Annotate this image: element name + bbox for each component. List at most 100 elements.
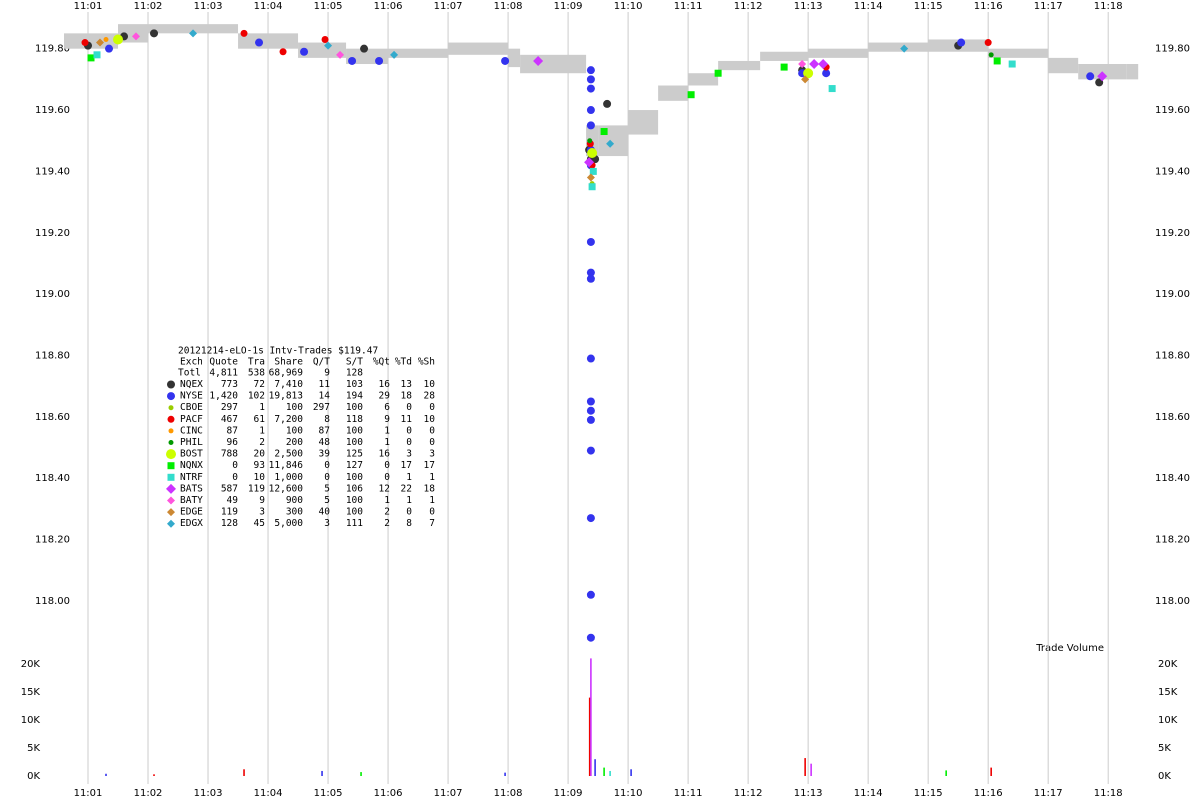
stats-cell: 788: [221, 449, 238, 460]
stats-cell: 7: [429, 518, 435, 529]
stats-cell: 128: [221, 518, 238, 529]
stats-cell: 111: [346, 518, 363, 529]
quote-band: [868, 42, 929, 52]
x-tick-label: 11:08: [494, 788, 523, 799]
y-tick-label: 119.80: [1155, 44, 1190, 55]
trade-point: [900, 44, 909, 53]
y-tick-label: 119.60: [35, 105, 70, 116]
y-tick-label: 118.80: [1155, 350, 1190, 361]
legend-label: NYSE: [180, 391, 203, 402]
stats-cell: 39: [319, 449, 331, 460]
stats-cell: 1: [384, 437, 390, 448]
legend-label: BOST: [180, 449, 203, 460]
trade-point: [798, 60, 807, 69]
stats-cell: 2,500: [274, 449, 303, 460]
stats-cell: 118: [346, 414, 363, 425]
stats-cell: 0: [324, 460, 330, 471]
quote-band: [520, 54, 569, 74]
quote-band: [448, 42, 509, 55]
y-tick-label: 119.20: [35, 228, 70, 239]
legend-marker: [167, 519, 175, 528]
trade-point: [300, 47, 309, 56]
quote-band: [88, 33, 119, 49]
legend-marker: [168, 428, 174, 434]
trade-point: [818, 59, 829, 70]
trade-point: [189, 29, 198, 38]
stats-header: %Sh: [418, 357, 435, 368]
stats-cell: 100: [286, 402, 303, 413]
stats-cell: 2: [259, 437, 265, 448]
stats-cell: 14: [319, 391, 331, 402]
legend-label: CBOE: [180, 402, 203, 413]
x-tick-label: 11:13: [794, 788, 823, 799]
volume-bar: [105, 773, 107, 776]
legend-label: EDGX: [180, 518, 203, 529]
stats-cell: 773: [221, 379, 238, 390]
volume-bar: [243, 769, 245, 776]
stats-total: 68,969: [269, 368, 304, 379]
stats-cell: 300: [286, 507, 303, 518]
stats-cell: 1,000: [274, 472, 303, 483]
stats-cell: 2: [384, 518, 390, 529]
quote-band: [808, 48, 869, 58]
stats-cell: 61: [254, 414, 266, 425]
stats-cell: 13: [401, 379, 412, 390]
y-tick-label: 118.00: [35, 596, 70, 607]
y-tick-label: 118.20: [35, 535, 70, 546]
quote-band: [658, 85, 689, 101]
x-tick-label: 11:14: [854, 788, 883, 799]
x-tick-label: 11:17: [1034, 1, 1063, 12]
trade-point: [584, 157, 595, 168]
trade-point: [105, 44, 114, 53]
legend-marker: [167, 392, 175, 401]
stats-cell: 9: [384, 414, 390, 425]
x-tick-label: 11:04: [254, 1, 283, 12]
stats-cell: 8: [406, 518, 412, 529]
stats-cell: 0: [384, 472, 390, 483]
stats-cell: 93: [254, 460, 265, 471]
trade-point: [93, 51, 101, 59]
stats-cell: 100: [346, 425, 363, 436]
stats-cell: 87: [227, 425, 238, 436]
quote-band: [688, 73, 719, 86]
stats-header: %Td: [395, 357, 412, 368]
trade-point: [96, 38, 105, 47]
trade-point: [586, 590, 595, 599]
volume-bar: [321, 770, 323, 776]
stats-cell: 49: [227, 495, 239, 506]
x-tick-label: 11:07: [434, 1, 463, 12]
stats-cell: 2: [384, 507, 390, 518]
stats-cell: 17: [401, 460, 412, 471]
trade-point: [375, 56, 384, 65]
quote-band: [148, 24, 239, 34]
x-tick-label: 11:10: [614, 1, 643, 12]
x-tick-label: 11:15: [914, 1, 943, 12]
legend-label: BATY: [180, 495, 203, 506]
legend-label: BATS: [180, 483, 203, 494]
trade-point: [586, 397, 595, 406]
volume-bar: [630, 769, 632, 776]
trade-point: [984, 39, 992, 47]
stats-cell: 100: [346, 495, 363, 506]
trade-point: [390, 50, 399, 59]
stats-cell: 100: [346, 472, 363, 483]
trade-point: [103, 36, 109, 42]
stats-header: %Qt: [373, 357, 390, 368]
y-tick-label: 119.40: [1155, 166, 1190, 177]
trade-point: [587, 147, 598, 158]
volume-bar: [945, 770, 947, 776]
stats-total: Totl: [178, 368, 201, 379]
quote-band: [760, 51, 809, 61]
stats-header: Tra: [248, 357, 265, 368]
trade-point: [533, 55, 544, 66]
x-tick-label: 11:13: [794, 1, 823, 12]
trade-point: [336, 50, 345, 59]
stats-cell: 5: [324, 483, 330, 494]
volume-bar: [609, 770, 611, 776]
y-tick-label: 118.00: [1155, 596, 1190, 607]
quote-band: [388, 48, 449, 58]
y-tick-label: 118.40: [1155, 473, 1190, 484]
stats-cell: 6: [384, 402, 390, 413]
quote-band: [1126, 64, 1139, 80]
stats-cell: 0: [406, 507, 412, 518]
